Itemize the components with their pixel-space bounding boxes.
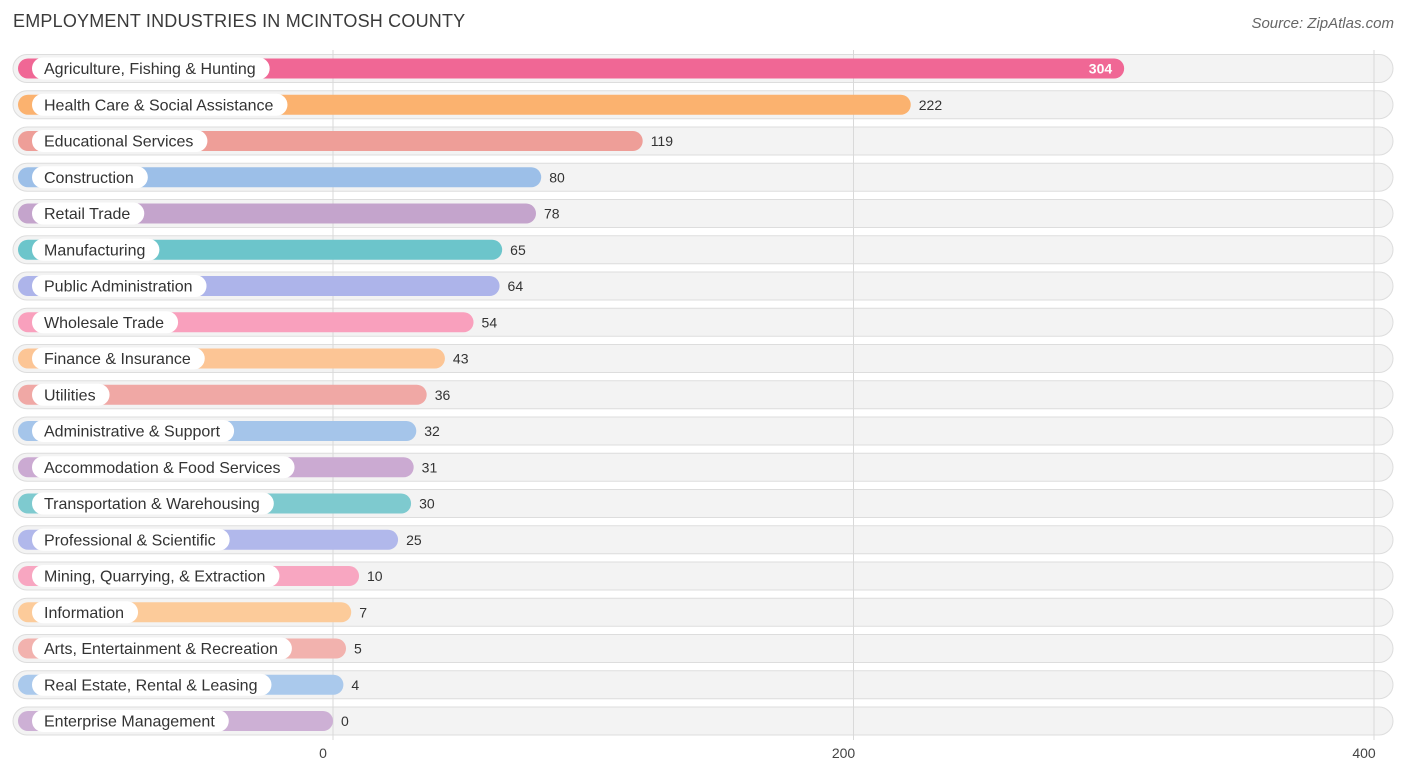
label-pill-transportation-warehousing [32, 492, 274, 515]
category-label-educational-services: Educational Services [44, 134, 193, 151]
category-label-utilities: Utilities [44, 387, 96, 404]
category-label-enterprise-management: Enterprise Management [44, 714, 215, 731]
value-label-construction: 80 [549, 169, 565, 185]
row-background-real-estate-rental-leasing [12, 670, 1394, 700]
value-label-mining-quarrying-extraction: 10 [367, 568, 383, 584]
label-pill-wholesale-trade [32, 311, 179, 334]
category-label-manufacturing: Manufacturing [44, 242, 145, 259]
bars-layer: Agriculture, Fishing & Hunting 304Health … [18, 57, 1125, 732]
label-pill-agriculture-fishing-hunting [32, 57, 270, 80]
value-label-public-administration: 64 [508, 278, 524, 294]
label-pill-mining-quarrying-extraction [32, 565, 280, 587]
label-pill-accommodation-food-services [32, 456, 295, 479]
tick-label-0: 0 [319, 745, 327, 761]
category-label-mining-quarrying-extraction: Mining, Quarrying, & Extraction [44, 569, 265, 586]
row-background-mining-quarrying-extraction [12, 561, 1394, 591]
label-pill-educational-services [32, 130, 208, 152]
value-label-information: 7 [359, 604, 367, 620]
category-label-wholesale-trade: Wholesale Trade [44, 315, 164, 332]
bar-agriculture-fishing-hunting [18, 58, 1125, 79]
category-label-construction: Construction [44, 170, 134, 187]
value-label-agriculture-fishing-hunting: 304 [1089, 61, 1113, 77]
value-label-professional-scientific: 25 [406, 532, 422, 548]
value-label-accommodation-food-services: 31 [422, 459, 438, 475]
tick-label-200: 200 [832, 745, 856, 761]
value-label-utilities: 36 [435, 387, 451, 403]
value-label-arts-entertainment-recreation: 5 [354, 641, 362, 657]
category-label-retail-trade: Retail Trade [44, 206, 130, 223]
category-label-arts-entertainment-recreation: Arts, Entertainment & Recreation [44, 641, 278, 658]
value-label-health-care-social-assistance: 222 [919, 97, 943, 113]
value-label-manufacturing: 65 [510, 242, 526, 258]
value-label-transportation-warehousing: 30 [419, 496, 435, 512]
bar-utilities [18, 384, 427, 405]
chart-source: Source: ZipAtlas.com [1251, 15, 1394, 32]
label-pill-professional-scientific [32, 528, 230, 551]
label-pill-retail-trade [32, 202, 145, 225]
bar-construction [18, 167, 542, 188]
category-label-agriculture-fishing-hunting: Agriculture, Fishing & Hunting [44, 61, 256, 78]
row-background-enterprise-management [12, 706, 1394, 736]
tick-labels: 0 200 400 [319, 745, 1376, 761]
category-label-public-administration: Public Administration [44, 279, 193, 296]
bar-retail-trade [18, 203, 536, 224]
label-pill-construction [32, 166, 148, 189]
label-pill-finance-insurance [32, 347, 205, 370]
row-background-information [12, 597, 1394, 627]
category-label-accommodation-food-services: Accommodation & Food Services [44, 460, 281, 477]
label-pill-utilities [32, 383, 110, 406]
value-label-administrative-support: 32 [424, 423, 440, 439]
value-label-educational-services: 119 [651, 133, 674, 149]
category-label-information: Information [44, 605, 124, 622]
value-label-real-estate-rental-leasing: 4 [351, 677, 359, 693]
label-pill-public-administration [32, 275, 207, 297]
tick-label-400: 400 [1352, 745, 1376, 761]
category-label-health-care-social-assistance: Health Care & Social Assistance [44, 97, 274, 114]
category-label-professional-scientific: Professional & Scientific [44, 532, 216, 549]
label-pill-arts-entertainment-recreation [32, 637, 292, 660]
category-label-transportation-warehousing: Transportation & Warehousing [44, 496, 260, 513]
row-background-arts-entertainment-recreation [12, 634, 1394, 663]
label-pill-enterprise-management [32, 710, 229, 732]
chart-title: EMPLOYMENT INDUSTRIES IN MCINTOSH COUNTY [13, 11, 466, 31]
label-pill-manufacturing [32, 238, 160, 261]
value-label-wholesale-trade: 54 [482, 314, 498, 330]
label-pill-health-care-social-assistance [32, 93, 288, 116]
label-pill-real-estate-rental-leasing [32, 673, 272, 696]
label-pill-information [32, 601, 139, 624]
category-label-real-estate-rental-leasing: Real Estate, Rental & Leasing [44, 677, 257, 694]
value-label-finance-insurance: 43 [453, 351, 469, 367]
category-label-finance-insurance: Finance & Insurance [44, 351, 191, 368]
category-label-administrative-support: Administrative & Support [44, 424, 221, 441]
value-label-enterprise-management: 0 [341, 713, 349, 729]
label-pill-administrative-support [32, 420, 235, 442]
value-label-retail-trade: 78 [544, 206, 560, 222]
